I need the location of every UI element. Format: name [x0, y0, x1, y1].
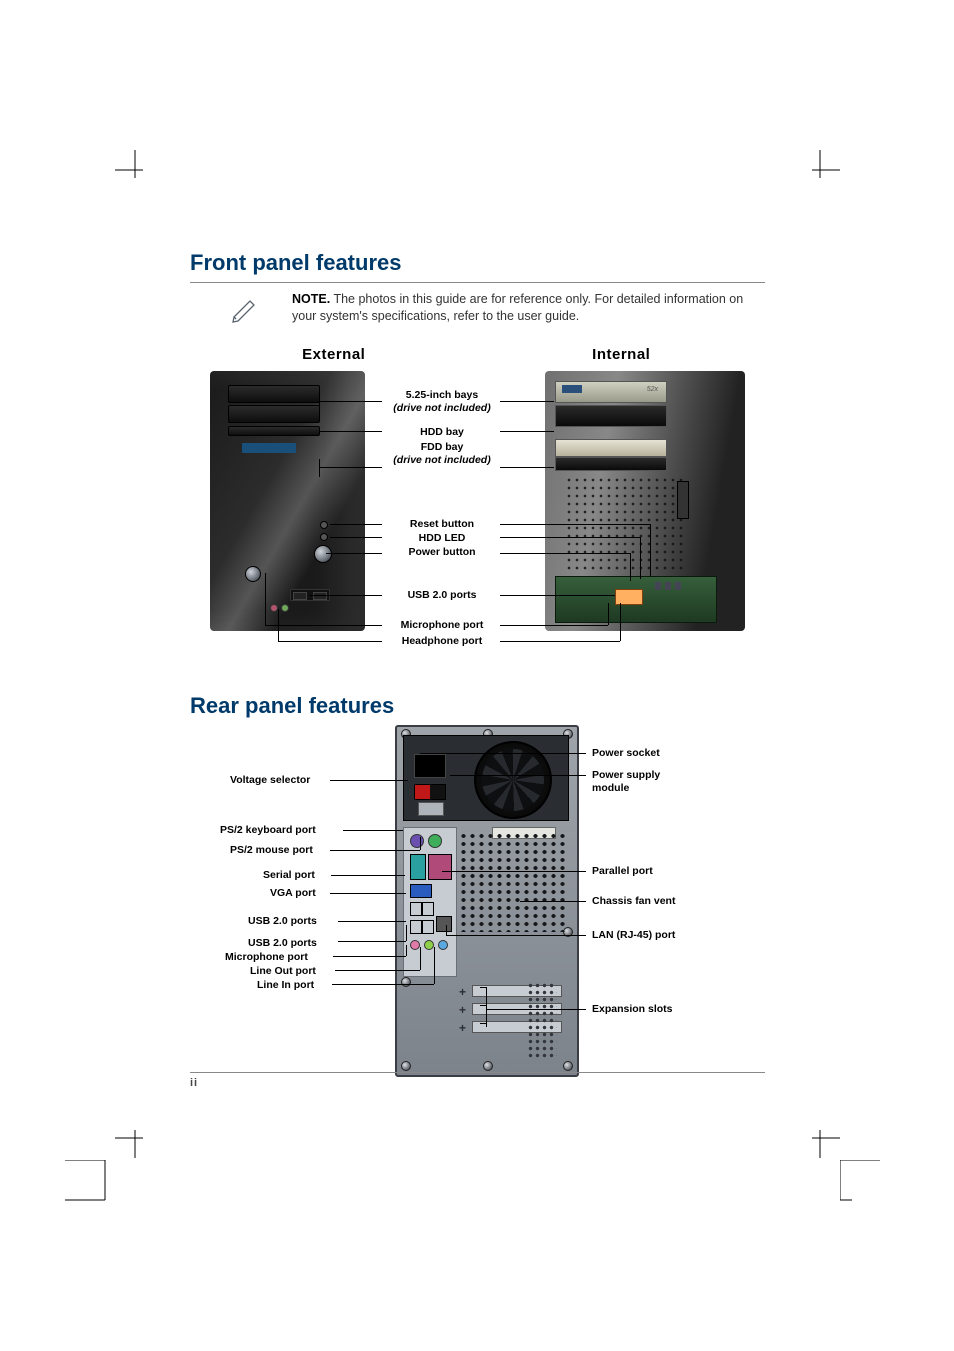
- note-block: NOTE. The photos in this guide are for r…: [230, 291, 765, 328]
- label-vga-port: VGA port: [270, 887, 316, 900]
- label-usb-ports: USB 2.0 ports: [408, 589, 477, 602]
- label-expansion-slots: Expansion slots: [592, 1003, 673, 1016]
- label-chassis-fan: Chassis fan vent: [592, 895, 675, 908]
- rear-title: Rear panel features: [190, 693, 765, 719]
- label-525-bays: 5.25-inch bays (drive not included): [393, 389, 490, 414]
- label-hdd-bay: HDD bay: [420, 426, 464, 439]
- label-usb-ports-2: USB 2.0 ports: [248, 937, 317, 950]
- label-lan-port: LAN (RJ-45) port: [592, 929, 675, 942]
- label-mic-port: Microphone port: [401, 619, 484, 632]
- label-power-socket: Power socket: [592, 747, 660, 760]
- label-fdd-bay: FDD bay (drive not included): [393, 441, 490, 466]
- note-body: The photos in this guide are for referen…: [292, 292, 743, 323]
- section-rule: [190, 282, 765, 283]
- subhead-internal: Internal: [478, 346, 766, 363]
- label-psu-module: Power supply module: [592, 769, 682, 794]
- external-tower: [210, 371, 365, 631]
- label-line-in: Line In port: [257, 979, 314, 992]
- page-number: ii: [190, 1077, 198, 1089]
- label-mic-port-rear: Microphone port: [225, 951, 308, 964]
- label-serial-port: Serial port: [263, 869, 315, 882]
- label-power-button: Power button: [408, 546, 475, 559]
- label-line-out: Line Out port: [250, 965, 316, 978]
- note-label: NOTE.: [292, 292, 330, 306]
- rear-diagram: + + + Voltage selector PS/2 keyboard por…: [190, 725, 765, 1095]
- label-headphone-port: Headphone port: [402, 635, 483, 648]
- front-title: Front panel features: [190, 250, 765, 276]
- internal-tower: 52x: [545, 371, 745, 631]
- page-footer: ii: [190, 1072, 765, 1089]
- label-usb-ports-1: USB 2.0 ports: [248, 915, 317, 928]
- label-hdd-led: HDD LED: [419, 532, 466, 545]
- label-voltage-selector: Voltage selector: [230, 774, 310, 787]
- label-ps2-keyboard: PS/2 keyboard port: [220, 824, 316, 837]
- label-ps2-mouse: PS/2 mouse port: [230, 844, 313, 857]
- pencil-icon: [230, 291, 264, 328]
- label-reset-button: Reset button: [410, 518, 474, 531]
- label-parallel-port: Parallel port: [592, 865, 653, 878]
- front-diagram: 52x 5.2: [190, 371, 765, 671]
- subhead-external: External: [190, 346, 478, 363]
